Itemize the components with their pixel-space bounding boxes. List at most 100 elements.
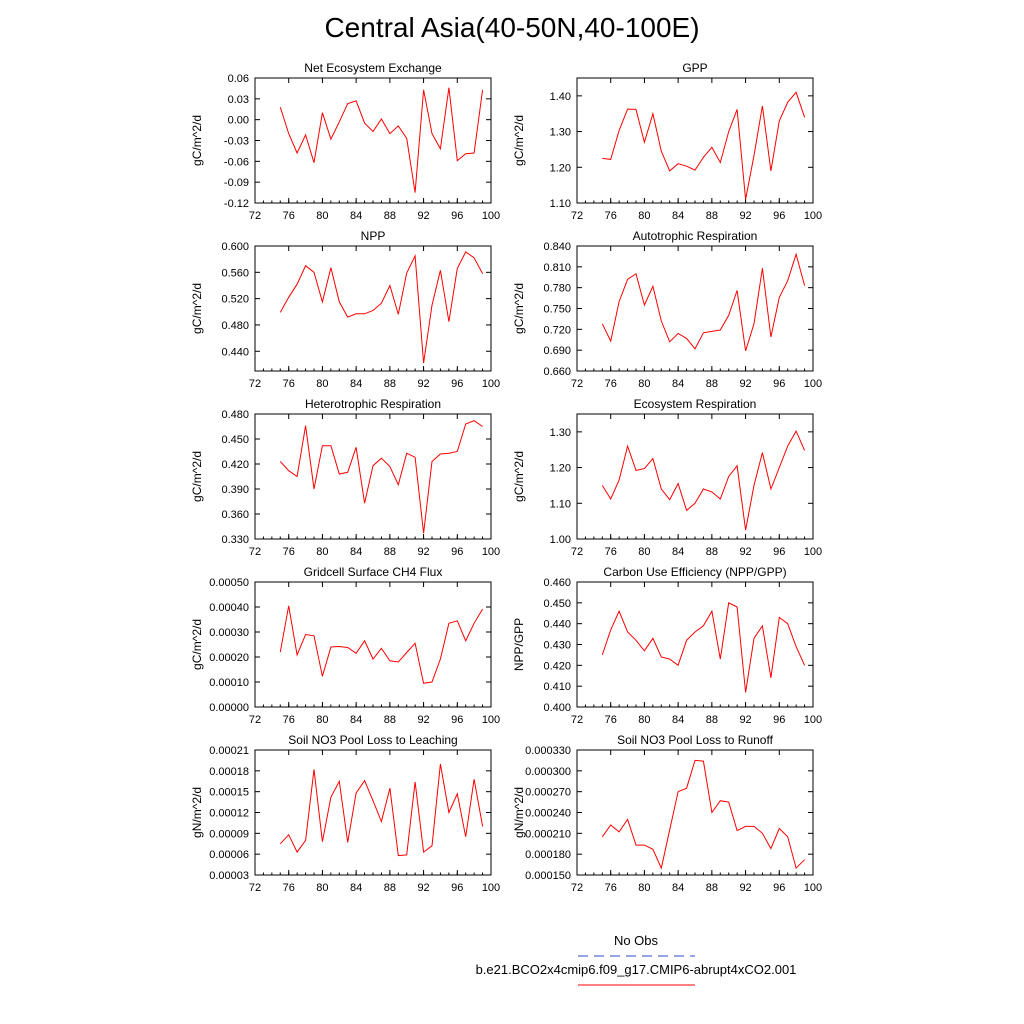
x-tick-label: 80 bbox=[638, 546, 650, 558]
x-tick-label: 92 bbox=[739, 882, 751, 894]
x-tick-label: 88 bbox=[706, 378, 718, 390]
y-axis-label: gC/m^2/d bbox=[190, 451, 204, 502]
x-tick-label: 80 bbox=[316, 210, 328, 222]
y-tick-label: 0.00021 bbox=[209, 745, 249, 757]
y-tick-label: 0.400 bbox=[543, 702, 571, 714]
series-line-0 bbox=[279, 87, 484, 193]
x-tick-label: 84 bbox=[350, 882, 362, 894]
plot-frame bbox=[254, 581, 492, 708]
y-tick-label: -0.06 bbox=[224, 156, 249, 168]
x-tick-label: 76 bbox=[283, 714, 295, 726]
y-tick-label: 0.330 bbox=[221, 534, 249, 546]
x-tick-label: 92 bbox=[739, 714, 751, 726]
legend: No Obs b.e21.BCO2x4cmip6.f09_g17.CMIP6-a… bbox=[476, 933, 797, 986]
y-tick-label: 0.00012 bbox=[209, 808, 249, 820]
x-tick-label: 80 bbox=[316, 714, 328, 726]
x-tick-label: 100 bbox=[482, 714, 500, 726]
x-tick-label: 100 bbox=[482, 210, 500, 222]
y-tick-label: -0.03 bbox=[224, 136, 249, 148]
chart-panel-1: GPP 72 76 80 84 88 92 96 100 1.10 1.20 1.30 1.40 gC/m… bbox=[512, 61, 822, 222]
y-tick-label: 1.20 bbox=[550, 463, 571, 475]
panel-title: Gridcell Surface CH4 Flux bbox=[304, 565, 443, 579]
y-axis-label: gC/m^2/d bbox=[190, 619, 204, 670]
y-axis-label: gC/m^2/d bbox=[512, 115, 526, 166]
x-tick-label: 84 bbox=[350, 210, 362, 222]
chart-panel-5: Ecosystem Respiration 72 76 80 84 88 92 96 100 1.… bbox=[512, 397, 822, 558]
y-tick-label: 0.00 bbox=[228, 115, 249, 127]
x-tick-label: 76 bbox=[605, 210, 617, 222]
y-tick-label: 1.20 bbox=[550, 162, 571, 174]
series-line-0 bbox=[602, 91, 806, 200]
y-tick-label: 0.000210 bbox=[525, 828, 571, 840]
y-tick-label: 0.00050 bbox=[209, 577, 249, 589]
x-tick-label: 76 bbox=[283, 882, 295, 894]
y-tick-label: 0.390 bbox=[221, 484, 249, 496]
x-tick-label: 92 bbox=[739, 378, 751, 390]
x-tick-label: 96 bbox=[773, 546, 785, 558]
panel-title: Ecosystem Respiration bbox=[634, 397, 757, 411]
y-tick-label: 0.420 bbox=[221, 459, 249, 471]
legend-label-model: b.e21.BCO2x4cmip6.f09_g17.CMIP6-abrupt4x… bbox=[476, 962, 797, 977]
y-tick-label: 0.600 bbox=[221, 241, 249, 253]
x-tick-label: 96 bbox=[773, 210, 785, 222]
x-tick-label: 80 bbox=[638, 882, 650, 894]
y-tick-label: 0.810 bbox=[543, 262, 571, 274]
series-line-0 bbox=[601, 602, 806, 693]
chart-panel-2: NPP 72 76 80 84 88 92 96 100 0.440 0.480 0.520 0.560… bbox=[190, 229, 500, 390]
x-tick-label: 88 bbox=[706, 714, 718, 726]
x-tick-label: 76 bbox=[283, 378, 295, 390]
y-tick-label: -0.12 bbox=[224, 198, 249, 210]
x-tick-label: 92 bbox=[417, 714, 429, 726]
x-tick-label: 96 bbox=[451, 378, 463, 390]
y-tick-label: 0.03 bbox=[228, 94, 249, 106]
y-tick-label: 0.410 bbox=[543, 681, 571, 693]
y-tick-label: 1.40 bbox=[550, 91, 571, 103]
x-tick-label: 100 bbox=[482, 378, 500, 390]
plot-frame bbox=[254, 413, 492, 540]
y-tick-label: 0.000180 bbox=[525, 849, 571, 861]
y-tick-label: 1.10 bbox=[550, 198, 571, 210]
y-tick-label: 0.000150 bbox=[525, 870, 571, 882]
y-axis-label: gC/m^2/d bbox=[512, 283, 526, 334]
x-tick-label: 76 bbox=[283, 210, 295, 222]
y-tick-label: 0.840 bbox=[543, 241, 571, 253]
x-tick-label: 72 bbox=[249, 546, 261, 558]
y-axis-label: gC/m^2/d bbox=[190, 115, 204, 166]
plot-frame bbox=[576, 77, 814, 204]
x-tick-label: 100 bbox=[804, 714, 822, 726]
x-tick-label: 96 bbox=[773, 882, 785, 894]
x-tick-label: 72 bbox=[249, 378, 261, 390]
x-tick-label: 92 bbox=[417, 546, 429, 558]
x-tick-label: 84 bbox=[672, 546, 684, 558]
x-tick-label: 72 bbox=[249, 714, 261, 726]
y-tick-label: 0.00015 bbox=[209, 787, 249, 799]
x-tick-label: 96 bbox=[773, 378, 785, 390]
x-tick-label: 96 bbox=[773, 714, 785, 726]
x-tick-label: 96 bbox=[451, 882, 463, 894]
plot-frame bbox=[576, 245, 814, 372]
x-tick-label: 80 bbox=[638, 378, 650, 390]
x-tick-label: 76 bbox=[283, 546, 295, 558]
chart-panel-4: Heterotrophic Respiration 72 76 80 84 88 92 96 1… bbox=[190, 397, 500, 558]
x-tick-label: 84 bbox=[350, 546, 362, 558]
y-tick-label: 0.560 bbox=[221, 267, 249, 279]
plot-frame bbox=[254, 77, 492, 204]
y-tick-label: 0.000270 bbox=[525, 787, 571, 799]
legend-label-obs: No Obs bbox=[614, 933, 659, 948]
x-tick-label: 84 bbox=[350, 378, 362, 390]
y-tick-label: 1.00 bbox=[550, 534, 571, 546]
y-tick-label: 0.450 bbox=[543, 598, 571, 610]
plot-frame bbox=[254, 245, 492, 372]
panel-title: Heterotrophic Respiration bbox=[305, 397, 441, 411]
chart-panel-6: Gridcell Surface CH4 Flux 72 76 80 84 88 92 96 1… bbox=[190, 565, 500, 726]
x-tick-label: 84 bbox=[672, 378, 684, 390]
x-tick-label: 76 bbox=[605, 378, 617, 390]
x-tick-label: 72 bbox=[571, 882, 583, 894]
x-tick-label: 72 bbox=[249, 210, 261, 222]
x-tick-label: 80 bbox=[638, 714, 650, 726]
series-line-0 bbox=[601, 759, 805, 870]
y-tick-label: 0.750 bbox=[543, 304, 571, 316]
series-line-0 bbox=[601, 429, 806, 531]
plot-frame bbox=[576, 581, 814, 708]
x-tick-label: 80 bbox=[316, 882, 328, 894]
